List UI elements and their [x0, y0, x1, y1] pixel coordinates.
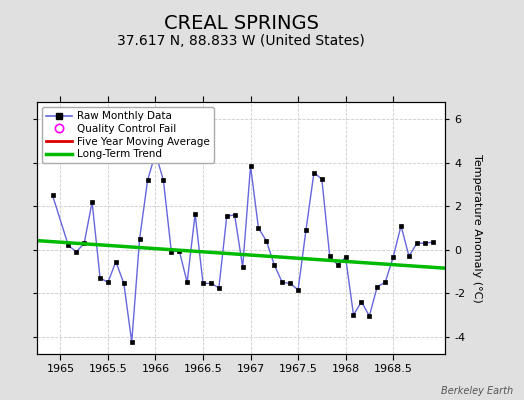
Raw Monthly Data — [430, 240, 436, 244]
Raw Monthly Data — [271, 262, 277, 267]
Raw Monthly Data — [239, 265, 246, 270]
Raw Monthly Data — [224, 214, 230, 218]
Raw Monthly Data — [200, 281, 206, 286]
Raw Monthly Data — [160, 178, 167, 183]
Raw Monthly Data — [279, 280, 286, 285]
Raw Monthly Data — [49, 193, 56, 198]
Raw Monthly Data — [351, 312, 357, 317]
Raw Monthly Data — [73, 250, 80, 254]
Raw Monthly Data — [382, 280, 388, 285]
Raw Monthly Data — [422, 241, 428, 246]
Raw Monthly Data — [398, 224, 404, 228]
Raw Monthly Data — [128, 340, 135, 344]
Raw Monthly Data — [414, 241, 420, 246]
Raw Monthly Data — [255, 226, 261, 230]
Raw Monthly Data — [208, 281, 214, 286]
Raw Monthly Data — [232, 212, 238, 217]
Raw Monthly Data — [168, 250, 174, 254]
Raw Monthly Data — [406, 254, 412, 259]
Text: CREAL SPRINGS: CREAL SPRINGS — [163, 14, 319, 33]
Raw Monthly Data — [176, 248, 182, 253]
Raw Monthly Data — [136, 236, 143, 241]
Raw Monthly Data — [89, 200, 95, 204]
Raw Monthly Data — [390, 255, 396, 260]
Raw Monthly Data — [113, 259, 119, 264]
Raw Monthly Data — [247, 164, 254, 168]
Raw Monthly Data — [319, 177, 325, 182]
Raw Monthly Data — [295, 288, 301, 292]
Raw Monthly Data — [216, 285, 222, 290]
Text: Berkeley Earth: Berkeley Earth — [441, 386, 514, 396]
Raw Monthly Data — [97, 276, 103, 280]
Raw Monthly Data — [366, 314, 373, 318]
Y-axis label: Temperature Anomaly (°C): Temperature Anomaly (°C) — [472, 154, 482, 302]
Text: 37.617 N, 88.833 W (United States): 37.617 N, 88.833 W (United States) — [117, 34, 365, 48]
Raw Monthly Data — [65, 243, 71, 248]
Raw Monthly Data — [287, 281, 293, 286]
Raw Monthly Data — [303, 228, 309, 232]
Raw Monthly Data — [326, 254, 333, 259]
Raw Monthly Data — [105, 280, 111, 285]
Line: Raw Monthly Data: Raw Monthly Data — [50, 151, 435, 344]
Raw Monthly Data — [152, 151, 159, 156]
Legend: Raw Monthly Data, Quality Control Fail, Five Year Moving Average, Long-Term Tren: Raw Monthly Data, Quality Control Fail, … — [42, 107, 214, 163]
Raw Monthly Data — [184, 280, 190, 285]
Raw Monthly Data — [145, 178, 151, 183]
Raw Monthly Data — [263, 239, 269, 244]
Raw Monthly Data — [334, 262, 341, 267]
Raw Monthly Data — [311, 170, 317, 175]
Raw Monthly Data — [358, 300, 365, 304]
Raw Monthly Data — [192, 212, 198, 216]
Raw Monthly Data — [121, 281, 127, 286]
Raw Monthly Data — [81, 241, 88, 246]
Raw Monthly Data — [374, 284, 380, 289]
Raw Monthly Data — [343, 255, 349, 260]
